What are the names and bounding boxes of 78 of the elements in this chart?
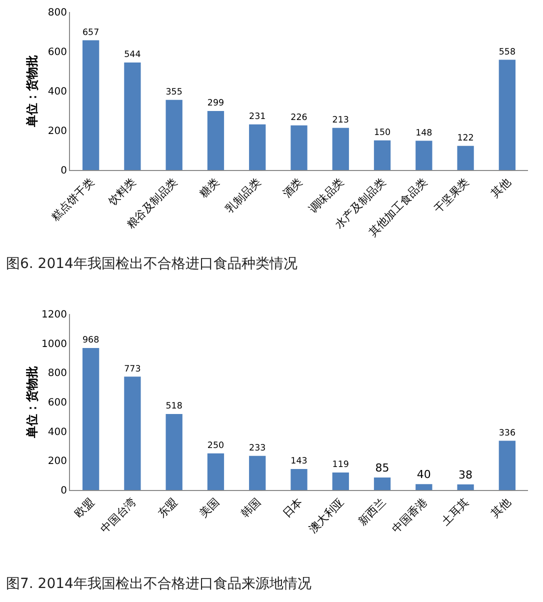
y-tick-label: 600 xyxy=(48,47,67,58)
x-tick-label: 干坚果类 xyxy=(431,176,472,216)
y-tick-label: 1000 xyxy=(42,338,67,350)
data-label: 968 xyxy=(82,336,100,346)
y-tick-label: 0 xyxy=(60,166,67,176)
bar xyxy=(457,484,474,490)
bar xyxy=(166,100,182,170)
bar xyxy=(249,456,266,490)
x-tick-label: 糖类 xyxy=(196,176,222,200)
bar xyxy=(498,440,516,490)
x-tick-label: 土耳其 xyxy=(439,496,472,528)
data-label: 558 xyxy=(498,47,516,58)
data-label: 657 xyxy=(82,28,100,38)
caption: 图6. 2014年我国检出不合格进口食品种类情况 xyxy=(5,255,298,274)
y-tick-label: 400 xyxy=(48,426,67,438)
bar xyxy=(82,40,100,170)
bar xyxy=(332,128,349,170)
x-tick-label: 澳大利亚 xyxy=(306,496,347,536)
y-tick-label: 400 xyxy=(48,86,67,98)
caption: 图7. 2014年我国检出不合格进口食品来源地情况 xyxy=(5,575,312,594)
y-tick-label: 800 xyxy=(48,8,67,18)
data-label: 773 xyxy=(124,364,141,374)
data-label: 250 xyxy=(207,440,224,451)
x-tick-label: 日本 xyxy=(280,496,306,520)
bar xyxy=(82,348,100,490)
data-label: 299 xyxy=(207,98,224,109)
x-tick-label: 新西兰 xyxy=(356,496,388,528)
x-tick-label: 中国台湾 xyxy=(98,496,138,536)
x-tick-label: 中国香港 xyxy=(390,496,430,536)
x-tick-label: 其他 xyxy=(488,176,514,200)
x-tick-label: 其他 xyxy=(488,496,514,520)
bar xyxy=(166,414,182,490)
x-tick-label: 乳制品类 xyxy=(223,176,264,216)
data-label: 150 xyxy=(374,128,391,138)
y-tick-label: 0 xyxy=(60,486,67,496)
x-tick-label: 饮料类 xyxy=(105,176,138,209)
data-label: 148 xyxy=(416,128,432,138)
data-label: 213 xyxy=(332,116,349,126)
y-tick-label: 800 xyxy=(48,368,67,380)
bar xyxy=(416,140,432,170)
bar xyxy=(332,472,349,490)
bar xyxy=(457,146,474,170)
bar xyxy=(374,140,391,170)
y-tick-label: 200 xyxy=(48,456,67,468)
data-label: 355 xyxy=(166,88,182,98)
x-tick-label: 美国 xyxy=(196,496,222,520)
y-tick-label: 200 xyxy=(48,126,67,137)
bar xyxy=(207,110,224,170)
bar xyxy=(249,124,266,170)
bar xyxy=(290,469,308,490)
x-tick-label: 韩国 xyxy=(238,496,264,520)
data-label: 119 xyxy=(332,460,349,470)
data-label: 143 xyxy=(290,456,308,467)
data-label: 233 xyxy=(249,443,266,454)
data-label: 226 xyxy=(290,112,308,123)
data-label: 336 xyxy=(498,428,516,438)
data-label: 38 xyxy=(458,468,473,482)
bar xyxy=(498,60,516,170)
x-tick-label: 糕点饼干类 xyxy=(48,176,97,224)
x-tick-label: 欧盟 xyxy=(72,496,97,520)
data-label: 122 xyxy=(457,134,474,144)
data-label: 231 xyxy=(249,112,266,122)
data-label: 518 xyxy=(166,402,182,412)
data-label: 40 xyxy=(416,468,431,482)
data-label: 85 xyxy=(375,462,390,475)
bar xyxy=(290,125,308,170)
bar xyxy=(416,484,432,490)
x-tick-label: 酒类 xyxy=(280,176,306,200)
x-tick-label: 东盟 xyxy=(155,496,180,520)
y-axis-title: 单位：货物批 xyxy=(25,366,39,439)
y-tick-label: 600 xyxy=(48,398,67,408)
bar xyxy=(124,62,141,170)
bar xyxy=(374,478,391,490)
y-axis-title: 单位：货物批 xyxy=(25,55,39,128)
bar xyxy=(207,453,224,490)
data-label: 544 xyxy=(124,50,142,60)
bar xyxy=(124,376,141,490)
y-tick-label: 1200 xyxy=(42,310,67,320)
